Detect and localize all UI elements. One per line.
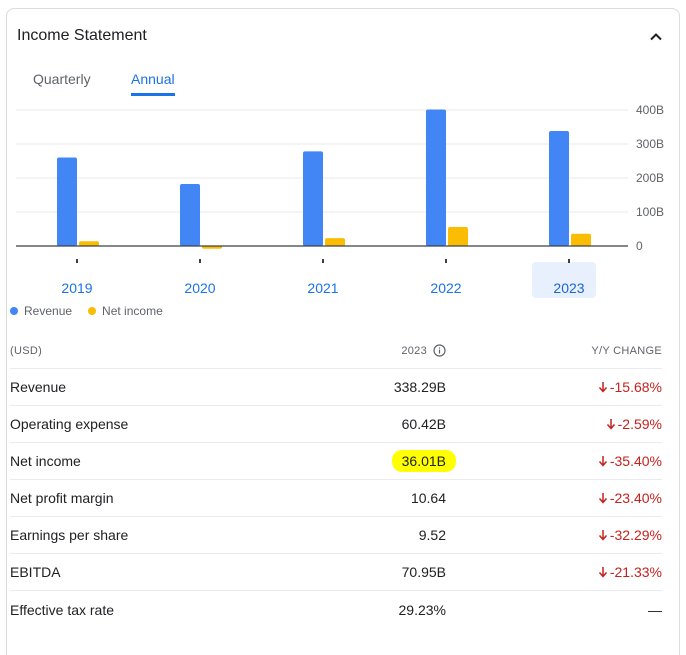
row-value: 36.01B (332, 450, 456, 472)
row-value: 338.29B (332, 379, 446, 395)
arrow-down-icon (598, 455, 608, 467)
row-label: Earnings per share (10, 527, 129, 543)
row-value: 9.52 (332, 527, 446, 543)
row-value: 29.23% (332, 602, 446, 618)
row-label: Revenue (10, 379, 67, 395)
change-value: — (648, 601, 662, 618)
revenue-bar[interactable] (303, 151, 323, 246)
row-change: -2.59% (446, 416, 662, 432)
row-label: EBITDA (10, 564, 61, 580)
change-value: -2.59% (606, 416, 662, 432)
change-value: -21.33% (598, 564, 662, 580)
x-tick-label-2023[interactable]: 2023 (553, 280, 584, 296)
net-income-bar[interactable] (325, 238, 345, 246)
y-tick-label: 0 (636, 239, 643, 253)
y-tick-label: 400B (636, 103, 664, 117)
x-tick-label-2022[interactable]: 2022 (430, 280, 461, 296)
header-year-label: 2023 (401, 344, 427, 357)
row-change: -15.68% (446, 379, 662, 395)
value-text: 36.01B (391, 450, 456, 472)
row-label: Net income (10, 453, 81, 469)
table-row: Net profit margin 10.64 -23.40% (10, 480, 662, 517)
change-text: -23.40% (609, 490, 662, 506)
change-value: -32.29% (598, 527, 662, 543)
header-usd: (USD) (10, 344, 43, 357)
arrow-down-icon (598, 566, 608, 578)
legend-label-revenue: Revenue (24, 304, 73, 318)
row-change: — (446, 602, 662, 618)
tab-annual[interactable]: Annual (131, 71, 175, 96)
net-income-bar[interactable] (448, 227, 468, 246)
row-label: Effective tax rate (10, 601, 115, 618)
legend-label-net-income: Net income (102, 304, 163, 318)
x-tick-label-2019[interactable]: 2019 (61, 280, 92, 296)
income-chart: 400B 300B 200B 100B 0 2019 2020 2021 2022 2023 (16, 103, 664, 296)
chart-legend: Revenue Net income (10, 304, 163, 318)
table-row: Effective tax rate 29.23% — (10, 591, 662, 628)
table-header: (USD) 2023 Y/Y CHANGE (10, 333, 662, 369)
revenue-bar[interactable] (549, 130, 569, 246)
table-row: Operating expense 60.42B -2.59% (10, 406, 662, 443)
value-text: 60.42B (401, 416, 446, 432)
change-text: -35.40% (609, 453, 662, 469)
net-income-bar[interactable] (202, 246, 222, 249)
revenue-dot-icon (10, 307, 18, 315)
value-text: 29.23% (398, 601, 446, 618)
income-table: (USD) 2023 Y/Y CHANGE Revenue 338.29B -1… (10, 333, 662, 628)
value-text: 338.29B (393, 379, 446, 395)
period-tabs: Quarterly Annual (7, 71, 307, 101)
change-text: -21.33% (609, 564, 662, 580)
row-change: -21.33% (446, 564, 662, 580)
y-tick-label: 200B (636, 171, 664, 185)
collapse-button[interactable] (644, 25, 668, 49)
change-text: -2.59% (617, 416, 662, 432)
info-icon[interactable] (433, 344, 446, 357)
value-text: 10.64 (410, 490, 446, 506)
table-row: Earnings per share 9.52 -32.29% (10, 517, 662, 554)
selected-year-highlight (532, 262, 596, 298)
value-text: 9.52 (418, 527, 446, 543)
header-year: 2023 (332, 344, 446, 357)
revenue-bar[interactable] (426, 109, 446, 246)
revenue-bar[interactable] (57, 157, 77, 246)
row-label: Net profit margin (10, 490, 114, 506)
change-value: -23.40% (598, 490, 662, 506)
row-value: 70.95B (332, 564, 446, 580)
row-value: 10.64 (332, 490, 446, 506)
legend-item-net-income: Net income (88, 304, 163, 318)
revenue-bar[interactable] (180, 183, 200, 246)
net-income-bar[interactable] (79, 241, 99, 246)
header-yoy-change: Y/Y CHANGE (591, 344, 662, 357)
change-value: -35.40% (598, 453, 662, 469)
net-income-dot-icon (88, 307, 97, 315)
table-row: EBITDA 70.95B -21.33% (10, 554, 662, 591)
arrow-down-icon (606, 418, 616, 430)
x-tick-label-2020[interactable]: 2020 (184, 280, 215, 296)
y-tick-label: 300B (636, 137, 664, 151)
row-change: -35.40% (446, 453, 662, 469)
chevron-up-icon (650, 33, 662, 41)
income-statement-card: Income Statement Quarterly Annual (6, 8, 680, 655)
arrow-down-icon (598, 529, 608, 541)
row-change: -23.40% (446, 490, 662, 506)
card-title: Income Statement (17, 27, 147, 44)
table-row: Net income 36.01B -35.40% (10, 443, 662, 480)
value-text: 70.95B (401, 564, 446, 580)
net-income-bar[interactable] (571, 233, 591, 246)
change-text: -15.68% (609, 379, 662, 395)
x-tick-label-2021[interactable]: 2021 (307, 280, 338, 296)
row-change: -32.29% (446, 527, 662, 543)
legend-item-revenue: Revenue (10, 304, 72, 318)
table-row: Revenue 338.29B -15.68% (10, 369, 662, 406)
row-label: Operating expense (10, 416, 129, 432)
arrow-down-icon (598, 381, 608, 393)
row-value: 60.42B (332, 416, 446, 432)
change-value: -15.68% (598, 379, 662, 395)
arrow-down-icon (598, 492, 608, 504)
tab-quarterly[interactable]: Quarterly (33, 71, 91, 87)
change-text: -32.29% (609, 527, 662, 543)
y-tick-label: 100B (636, 205, 664, 219)
